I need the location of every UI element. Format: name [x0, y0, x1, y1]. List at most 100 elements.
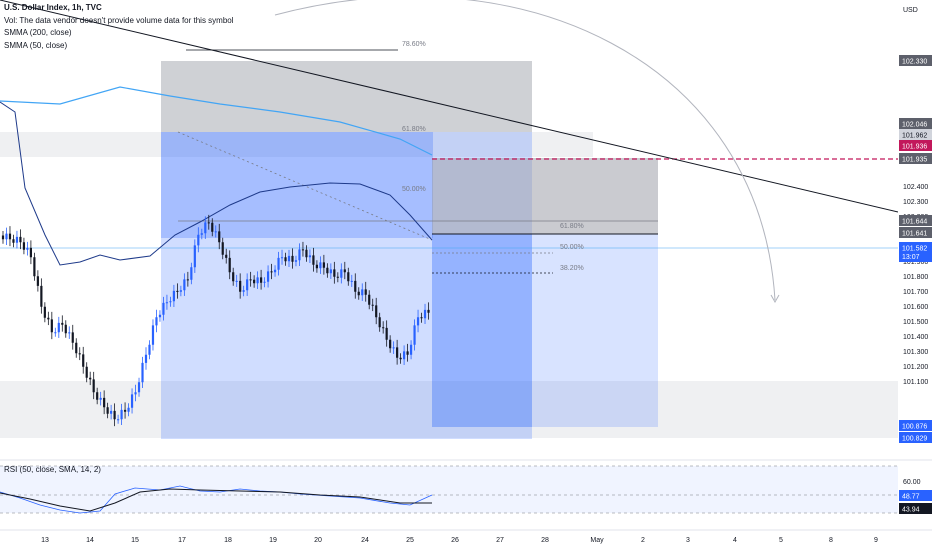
y-tick-label: 101.300	[903, 349, 928, 356]
candle-body	[211, 222, 214, 232]
candle-body	[273, 269, 277, 273]
x-tick-label: 4	[733, 537, 737, 544]
candle-body	[389, 339, 392, 349]
candle-body	[263, 281, 266, 283]
candle-body	[110, 410, 113, 414]
fib-label: 50.00%	[560, 244, 584, 251]
candle-body	[315, 264, 319, 269]
candle-body	[193, 245, 196, 268]
candle-body	[308, 255, 312, 258]
candle-body	[368, 294, 371, 305]
candle-body	[137, 382, 141, 393]
price-label-box	[899, 215, 932, 226]
x-tick-label: 20	[314, 537, 322, 544]
candle-body	[326, 267, 329, 274]
position-stop-zone-2	[432, 158, 658, 234]
candle-body	[322, 262, 325, 268]
candle-body	[57, 322, 60, 333]
candle-body	[228, 257, 231, 273]
candle-body	[214, 231, 217, 233]
chart-legend: U.S. Dollar Index, 1h, TVC Vol: The data…	[4, 2, 234, 52]
candle-body	[287, 255, 291, 262]
candle-body	[47, 317, 50, 320]
candle-body	[54, 332, 57, 334]
rsi-sma-label: 43.94	[902, 507, 920, 514]
y-tick-label: 101.600	[903, 304, 928, 311]
candle-body	[382, 327, 385, 329]
candle-body	[169, 301, 172, 303]
candle-body	[347, 272, 350, 282]
candle-body	[301, 249, 305, 251]
price-label: 101.644	[902, 219, 927, 226]
projection-arc	[274, 0, 776, 301]
y-tick-label: 101.200	[903, 364, 928, 371]
x-tick-label: 26	[451, 537, 459, 544]
price-label-box	[899, 55, 932, 66]
candle-body	[312, 255, 315, 265]
rsi-tick-label: 60.00	[903, 479, 921, 486]
price-label: 100.876	[902, 424, 927, 431]
rsi-band	[0, 466, 898, 513]
candle-body	[409, 344, 413, 355]
candle-body	[190, 267, 193, 280]
candle-body	[96, 392, 99, 400]
x-tick-label: 24	[361, 537, 369, 544]
candle-body	[29, 247, 33, 258]
candle-body	[134, 392, 137, 395]
candle-body	[305, 249, 308, 258]
candle-body	[385, 327, 388, 340]
candle-body	[406, 351, 409, 355]
candle-body	[242, 290, 245, 292]
candle-body	[141, 362, 144, 383]
candle-body	[36, 276, 39, 286]
support-zone	[0, 381, 898, 438]
x-tick-label: 14	[86, 537, 94, 544]
price-label-box	[899, 227, 932, 238]
candle-body	[364, 289, 367, 295]
legend-smma50: SMMA (50, close)	[4, 40, 68, 50]
price-label-box	[899, 242, 932, 262]
fib-label: 78.60%	[402, 41, 426, 48]
candle-body	[284, 257, 287, 262]
fib-label: 61.80%	[560, 223, 584, 230]
candle-body	[165, 302, 169, 304]
candle-body	[130, 394, 134, 408]
candle-body	[78, 353, 81, 355]
candle-body	[249, 279, 252, 281]
candle-body	[75, 342, 78, 354]
candle-body	[298, 249, 301, 261]
candle-body	[116, 419, 120, 421]
rsi-line	[0, 485, 433, 514]
price-label: 100.829	[902, 436, 927, 443]
candle-body	[123, 409, 127, 412]
price-label: 101.582	[902, 246, 927, 253]
candle-body	[350, 280, 353, 282]
axis-unit-label: USD	[903, 7, 918, 14]
candle-body	[179, 290, 182, 292]
candle-body	[270, 271, 273, 273]
candle-body	[423, 309, 427, 319]
candle-body	[396, 347, 399, 358]
candle-body	[85, 366, 88, 378]
candle-body	[371, 304, 374, 306]
candle-body	[235, 280, 238, 282]
candle-body	[256, 277, 259, 284]
candle-body	[89, 377, 92, 380]
x-tick-label: 25	[406, 537, 414, 544]
price-label-box	[899, 129, 932, 140]
candle-body	[378, 317, 381, 328]
price-label-box	[899, 153, 932, 164]
candle-body	[232, 272, 235, 282]
x-tick-label: 17	[178, 537, 186, 544]
y-tick-label: 101.700	[903, 289, 928, 296]
smma200-line	[0, 86, 433, 156]
candle-body	[64, 324, 67, 334]
candle-body	[207, 222, 210, 224]
candle-body	[103, 397, 106, 408]
candle-body	[357, 291, 360, 296]
candle-body	[8, 233, 12, 240]
candle-body	[413, 325, 416, 345]
price-axis	[898, 0, 932, 550]
